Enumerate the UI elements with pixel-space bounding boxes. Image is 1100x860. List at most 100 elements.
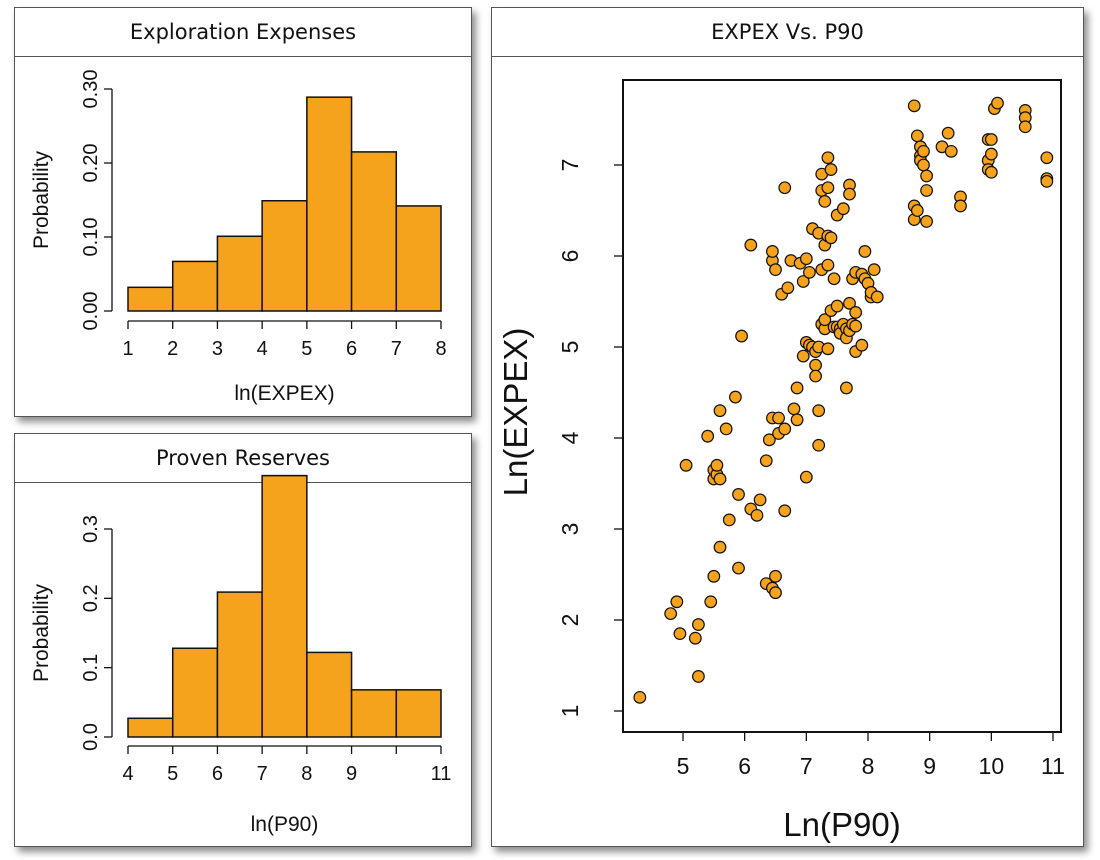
scatter-point-18: [713, 404, 727, 418]
expex-hist-bar-5: [306, 96, 353, 312]
scatter-point-103: [849, 319, 863, 333]
scatter-point-51: [796, 349, 810, 363]
scatter-point-52: [796, 275, 810, 288]
expex-hist-x-tick-label-7: 7: [391, 338, 402, 360]
scatter-point-128: [941, 126, 955, 140]
expex-hist-x-tick-label-8: 8: [435, 338, 446, 360]
scatter-point-113: [870, 290, 884, 304]
scatter-point-27: [750, 508, 764, 522]
p90-hist-x-tick-label-11: 11: [431, 763, 452, 785]
p90-hist-y-tick-label-0: 0.0: [80, 723, 102, 751]
p90-hist-x-axis-label: ln(P90): [251, 813, 319, 836]
scatter-x-tick-label-9: 9: [923, 753, 936, 779]
scatter-point-61: [809, 358, 822, 372]
scatter-point-122: [917, 144, 930, 158]
p90-hist-y-axis-label: Probability: [30, 583, 53, 682]
expex-hist-bar-4: [261, 199, 308, 312]
expex-hist-x-tick-label-4: 4: [257, 338, 268, 360]
scatter-y-tick-label-4: 4: [557, 431, 583, 444]
scatter-point-97: [843, 296, 856, 310]
p90-hist-y-tick-label-2: 0.2: [80, 584, 102, 612]
expex-hist-y-tick-label-0: 0.00: [80, 292, 102, 331]
scatter-point-90: [836, 202, 850, 216]
scatter-point-38: [769, 263, 782, 277]
scatter-point-48: [790, 381, 804, 395]
exploration-expenses-histogram: 1 2 3 4 5 6 7 8 0.00 0.10 0.20 0.30 ln(EXPEX) Probabi…: [30, 70, 447, 405]
scatter-point-124: [920, 169, 933, 183]
scatter-point-20: [722, 513, 736, 527]
scatter-point-54: [799, 252, 813, 266]
scatter-point-4: [673, 627, 687, 641]
scatter-point-19: [719, 422, 733, 436]
scatter-point-43: [778, 504, 792, 518]
expex-hist-bar-3: [216, 235, 263, 312]
scatter-x-tick-label-7: 7: [800, 753, 813, 779]
scatter-point-2: [664, 607, 678, 621]
expex-hist-y-tick-label-2: 0.20: [80, 144, 102, 183]
scatter-point-11: [707, 569, 721, 583]
scatter-point-86: [830, 299, 844, 313]
scatter-point-143: [1040, 151, 1054, 165]
scatter-point-114: [907, 99, 921, 113]
scatter-y-tick-label-1: 1: [557, 705, 583, 718]
scatter-point-112: [867, 263, 881, 277]
scatter-point-94: [840, 381, 853, 395]
scatter-point-74: [818, 313, 832, 327]
scatter-point-84: [827, 272, 841, 286]
scatter-point-24: [735, 329, 748, 343]
scatter-y-tick-label-2: 2: [557, 614, 583, 627]
scatter-point-5: [679, 458, 693, 472]
scatter-point-53: [799, 470, 813, 484]
scatter-point-108: [858, 245, 872, 258]
scatter-point-142: [1018, 120, 1032, 134]
p90-hist-y-tick-label-3: 0.3: [80, 515, 102, 543]
scatter-point-49: [790, 413, 804, 427]
scatter-point-65: [812, 438, 826, 452]
p90-hist-x-tick-label-5: 5: [167, 763, 178, 785]
p90-hist-bar-2: [171, 647, 219, 738]
scatter-point-105: [855, 338, 869, 352]
scatter-y-tick-label-5: 5: [557, 341, 583, 354]
expex-hist-bar-1: [127, 286, 174, 312]
p90-hist-bar-4: [261, 474, 308, 738]
p90-hist-bar-7: [395, 689, 442, 738]
proven-reserves-title: Proven Reserves: [15, 434, 471, 483]
scatter-point-71: [818, 194, 832, 208]
proven-reserves-histogram: 4 5 6 7 8 9 11 0.0 0.1 0.2 0.3 ln(P90) Probability: [30, 474, 452, 836]
scatter-point-6: [688, 631, 702, 645]
scatter-point-136: [984, 147, 998, 161]
scatter-point-22: [732, 561, 745, 575]
scatter-point-29: [759, 454, 773, 468]
scatter-point-45: [781, 281, 795, 295]
scatter-y-tick-label-3: 3: [557, 523, 583, 536]
scatter-point-79: [821, 342, 835, 356]
scatter-point-23: [732, 488, 745, 501]
scatter-point-31: [762, 433, 776, 447]
proven-reserves-panel: Proven Reserves 4 5 6 7 8 9 11 0.0 0.1 0.2 0.3 ln(P…: [14, 433, 472, 847]
scatter-point-77: [821, 151, 835, 165]
scatter-point-35: [766, 245, 779, 258]
scatter-point-102: [849, 306, 863, 319]
scatter-y-axis-label: Ln(EXPEX): [497, 328, 534, 497]
scatter-point-9: [701, 429, 715, 443]
expex-hist-x-tick-label-3: 3: [212, 338, 223, 360]
scatter-point-1: [633, 690, 647, 704]
scatter-point-123: [917, 158, 930, 172]
scatter-point-21: [729, 390, 742, 404]
scatter-point-15: [710, 458, 724, 472]
expex-hist-bar-2: [171, 260, 219, 312]
scatter-x-tick-label-11: 11: [1041, 753, 1065, 779]
scatter-point-117: [910, 129, 924, 143]
p90-hist-bar-6: [350, 689, 398, 738]
expex-vs-p90-panel: EXPEX Vs. P90 5 6 7 8 9 10 11 1 2 3 4 5 6 7 Ln(P90) Ln(…: [491, 7, 1084, 847]
scatter-point-36: [769, 569, 782, 583]
scatter-x-axis-label: Ln(P90): [783, 806, 900, 843]
scatter-point-42: [778, 422, 792, 436]
scatter-point-47: [787, 402, 801, 416]
scatter-point-131: [954, 199, 967, 213]
expex-hist-x-tick-label-1: 1: [122, 338, 133, 360]
scatter-point-56: [803, 265, 816, 279]
scatter-point-10: [704, 595, 718, 609]
scatter-point-139: [991, 96, 1004, 110]
